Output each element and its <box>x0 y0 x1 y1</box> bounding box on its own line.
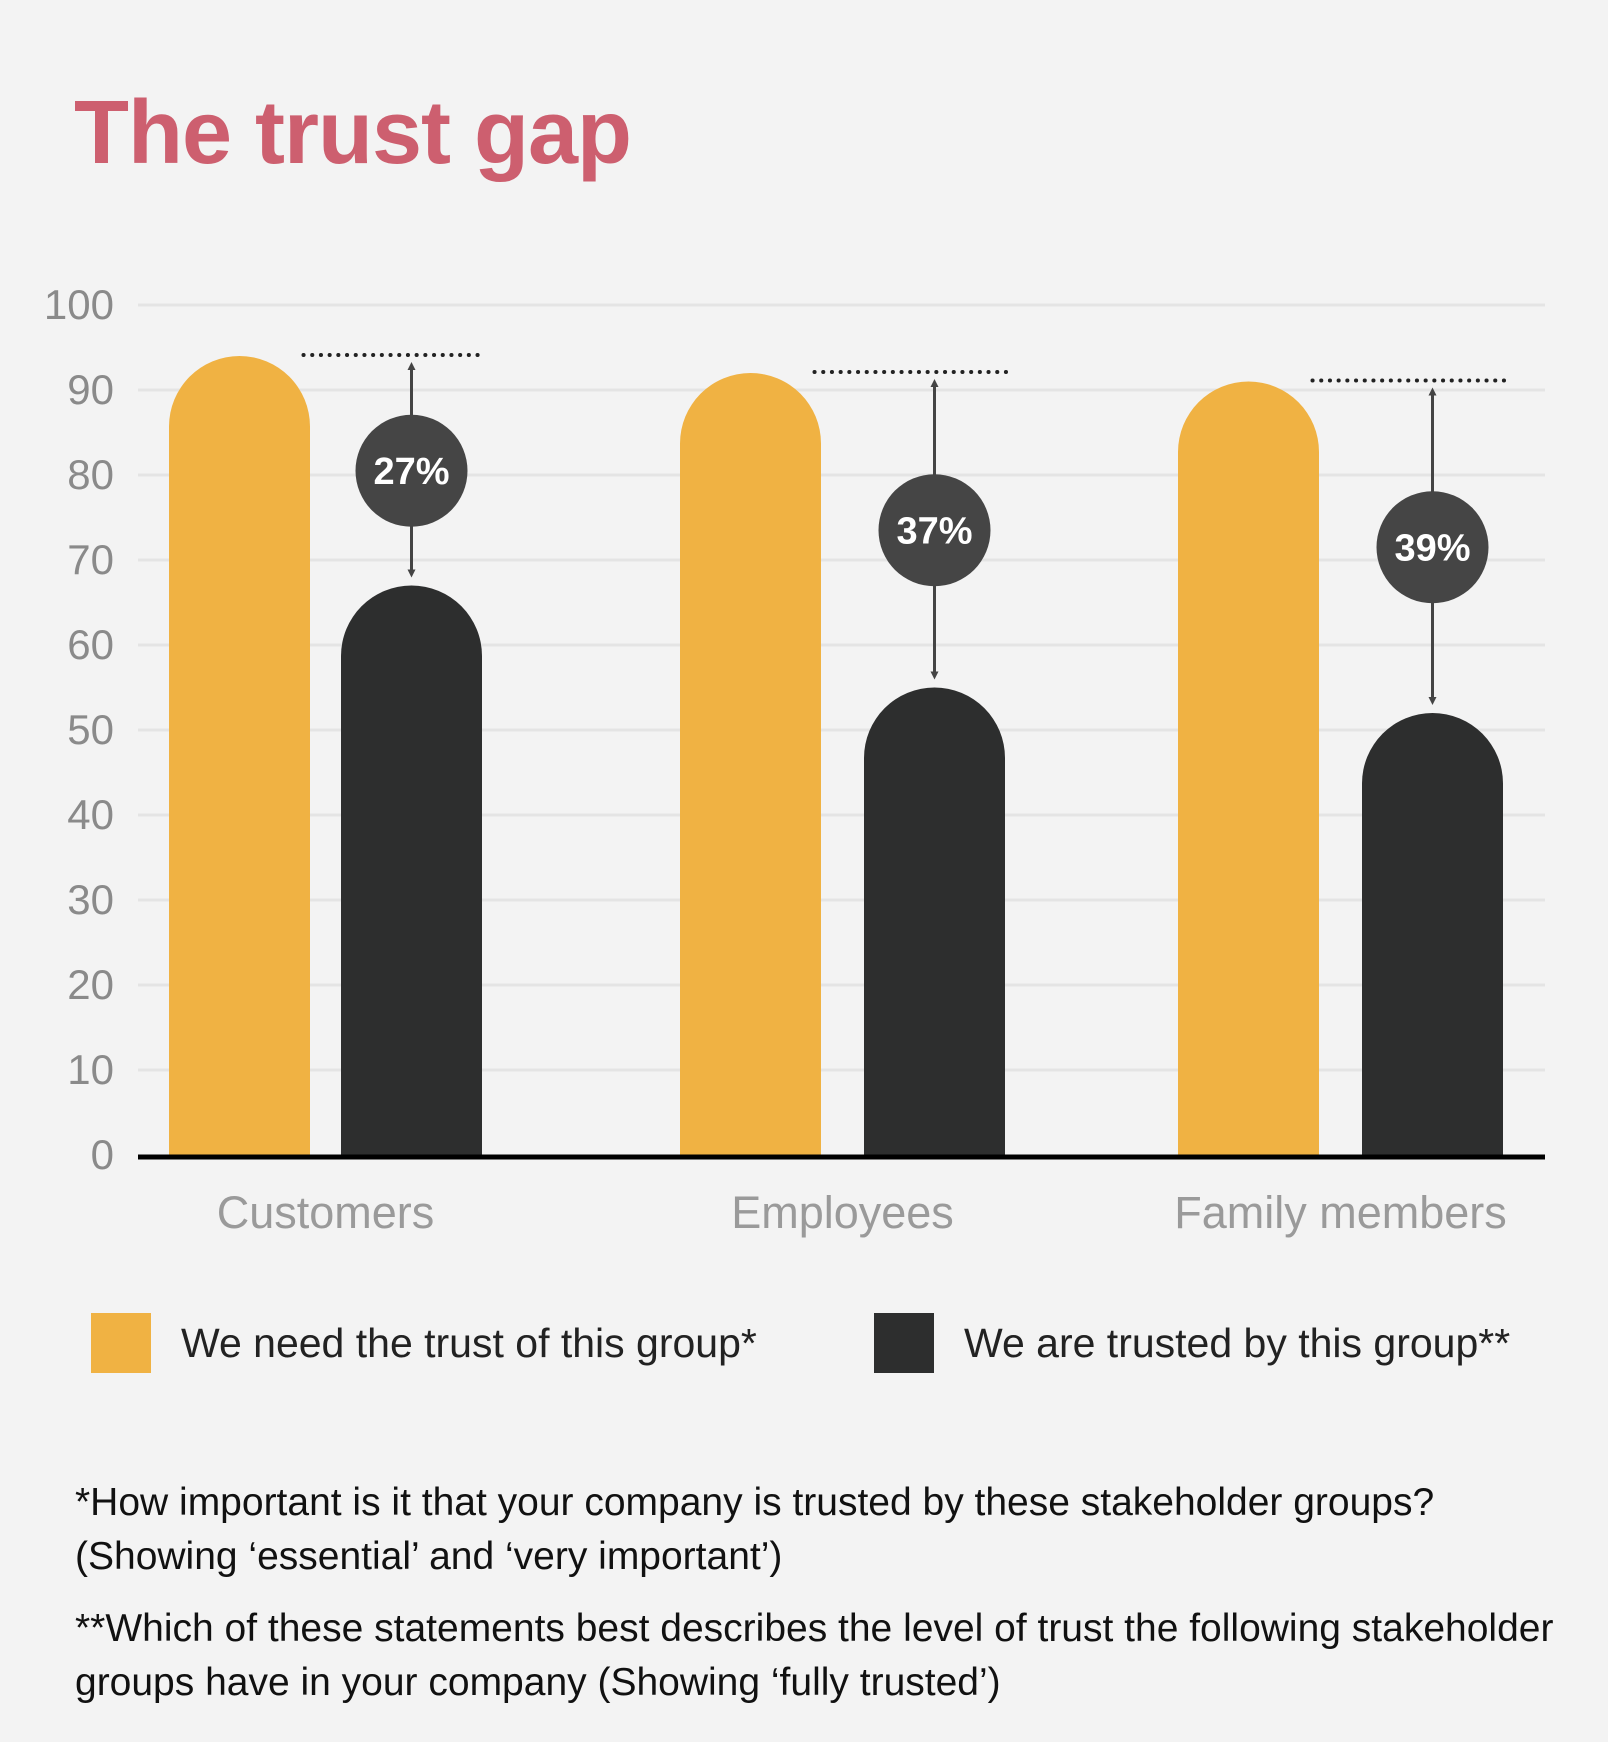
x-category-label: Family members <box>1174 1187 1507 1238</box>
x-category-label: Customers <box>217 1187 435 1238</box>
footnote-1: *How important is it that your company i… <box>75 1481 1435 1578</box>
y-tick-label: 100 <box>44 281 114 328</box>
gap-badge <box>355 414 468 527</box>
legend-label-trusted: We are trusted by this group** <box>964 1319 1511 1366</box>
legend-item-trusted: We are trusted by this group** <box>874 1313 1510 1373</box>
gap-label: 39% <box>1394 527 1470 569</box>
bar-need <box>680 373 821 1155</box>
y-tick-label: 10 <box>67 1046 114 1093</box>
legend-swatch-trusted <box>874 1313 934 1373</box>
y-tick-label: 60 <box>67 621 114 668</box>
y-tick-label: 50 <box>67 706 114 753</box>
gap-badge <box>1376 491 1489 604</box>
y-tick-label: 20 <box>67 961 114 1008</box>
gap-label: 27% <box>373 451 449 493</box>
chart-title: The trust gap <box>74 83 632 183</box>
bar-trusted <box>864 687 1005 1155</box>
footnote-2: **Which of these statements best describ… <box>75 1607 1554 1704</box>
y-tick-label: 40 <box>67 791 114 838</box>
y-tick-label: 0 <box>91 1131 114 1178</box>
legend-item-need: We need the trust of this group* <box>91 1313 757 1373</box>
y-tick-label: 70 <box>67 536 114 583</box>
x-category-label: Employees <box>731 1187 954 1238</box>
legend-label-need: We need the trust of this group* <box>181 1319 757 1366</box>
y-tick-label: 30 <box>67 876 114 923</box>
legend-swatch-need <box>91 1313 151 1373</box>
y-tick-label: 90 <box>67 366 114 413</box>
bar-need <box>169 356 310 1155</box>
bar-trusted <box>341 585 482 1155</box>
gap-label: 37% <box>896 510 972 552</box>
bar-chart: 0 10 20 30 40 50 60 70 80 90 100 27% Customers 37% Emp… <box>44 281 1545 1238</box>
bar-need <box>1178 381 1319 1155</box>
bar-trusted <box>1362 713 1503 1155</box>
y-tick-label: 80 <box>67 451 114 498</box>
gap-badge <box>878 474 991 587</box>
